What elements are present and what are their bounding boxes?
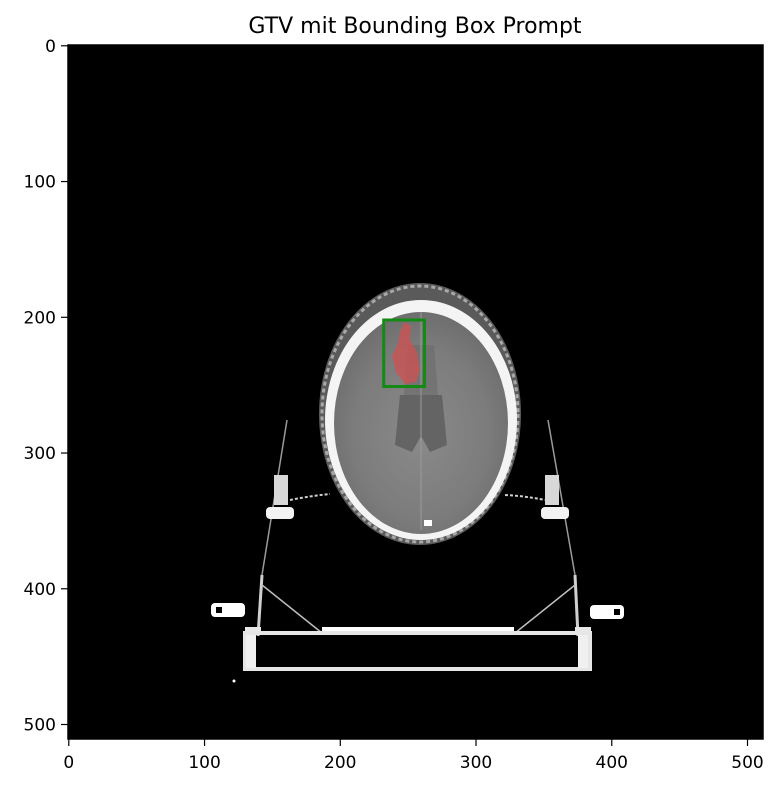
y-tick-label: 500 (24, 716, 56, 736)
bounding-box-prompt (382, 318, 426, 389)
y-tick-label: 200 (24, 308, 56, 328)
axes-frame (67, 44, 764, 740)
x-tick-label: 300 (460, 753, 492, 773)
x-tick-label: 400 (596, 753, 628, 773)
chart-title: GTV mit Bounding Box Prompt (248, 14, 582, 39)
x-tick-label: 200 (324, 753, 356, 773)
y-tick-label: 400 (24, 580, 56, 600)
x-tick-label: 500 (731, 753, 763, 773)
head-slice (319, 283, 521, 545)
ct-table (211, 419, 624, 683)
y-axis: 0 100 200 300 400 500 (24, 37, 68, 736)
y-tick-label: 100 (24, 173, 56, 193)
y-tick-label: 300 (24, 444, 56, 464)
gtv-mask (392, 322, 420, 384)
x-axis: 0 100 200 300 400 500 (63, 739, 764, 773)
x-tick-label: 100 (188, 753, 220, 773)
ct-image (68, 45, 763, 739)
y-tick-label: 0 (45, 37, 56, 57)
x-tick-label: 0 (63, 753, 74, 773)
